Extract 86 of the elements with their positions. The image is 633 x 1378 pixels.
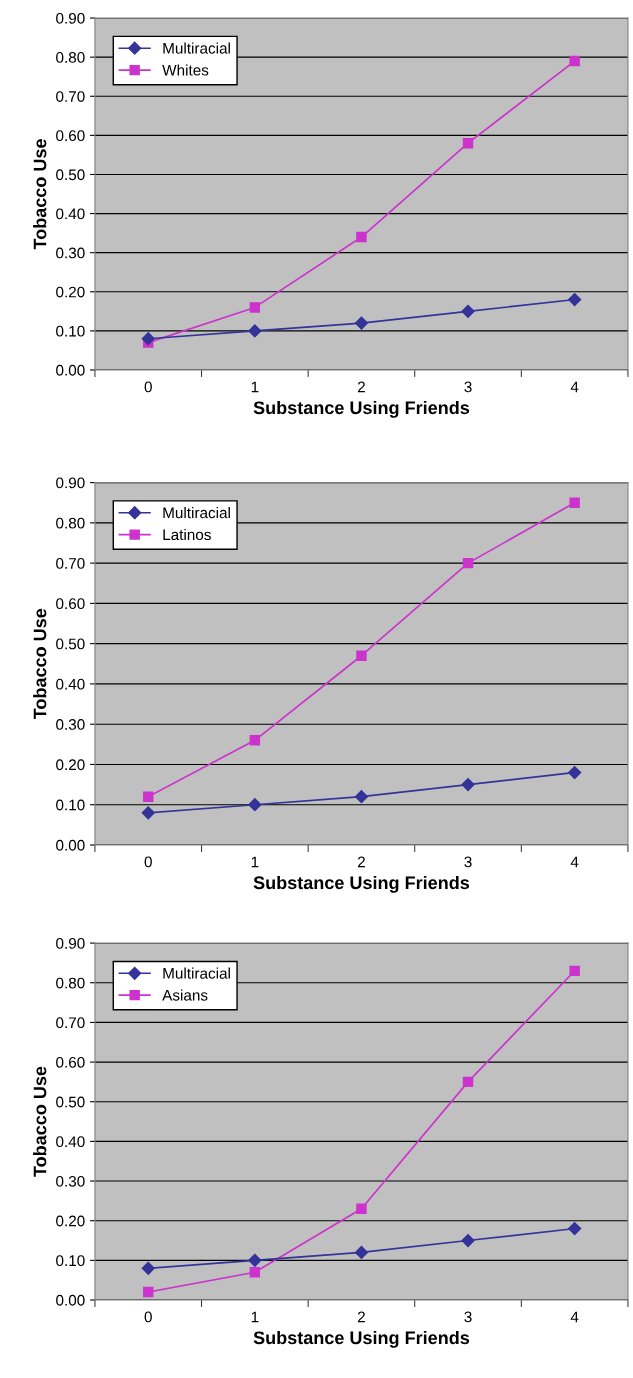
x-tick-label: 4 xyxy=(570,1311,579,1323)
x-tick-label: 0 xyxy=(144,381,152,393)
x-axis-title: Substance Using Friends xyxy=(253,875,470,893)
x-tick-label: 1 xyxy=(251,856,259,868)
x-tick-label: 0 xyxy=(144,856,152,868)
y-tick-label: 0.50 xyxy=(56,1096,85,1108)
point xyxy=(248,798,262,812)
point xyxy=(568,293,582,307)
x-tick-label: 3 xyxy=(464,856,472,868)
y-tick-label: 0.30 xyxy=(56,247,85,259)
point xyxy=(356,1203,367,1215)
point xyxy=(569,497,580,508)
y-tick-label: 0.70 xyxy=(56,91,85,102)
x-tick-label: 1 xyxy=(251,1311,259,1323)
x-tick-label: 1 xyxy=(251,381,259,393)
point xyxy=(461,304,475,318)
legend-label: Multiracial xyxy=(163,967,230,979)
legend-label: Whites xyxy=(162,64,209,76)
y-tick-label: 0.80 xyxy=(56,517,85,529)
y-tick-label: 0.00 xyxy=(56,364,85,376)
x-tick-label: 2 xyxy=(357,1311,365,1323)
point xyxy=(143,791,154,802)
y-tick-label: 0.30 xyxy=(56,1175,85,1187)
legend-label: Asians xyxy=(162,989,208,1001)
y-axis-title: Tobacco Use xyxy=(33,139,47,250)
y-tick-label: 0.50 xyxy=(56,638,85,650)
point xyxy=(568,765,582,780)
point xyxy=(461,777,475,792)
y-tick-label: 0.90 xyxy=(56,937,85,949)
y-tick-label: 0.90 xyxy=(56,12,85,24)
y-tick-label: 0.20 xyxy=(56,286,85,298)
point xyxy=(462,1076,474,1088)
x-axis-title: Substance Using Friends xyxy=(253,400,470,418)
y-tick-label: 0.60 xyxy=(56,598,85,610)
y-tick-label: 0.90 xyxy=(56,477,85,489)
x-axis-title: Substance Using Friends xyxy=(253,1330,470,1348)
point xyxy=(568,1222,582,1236)
legend-label: Latinos xyxy=(163,528,211,541)
y-tick-label: 0.10 xyxy=(56,799,85,811)
point xyxy=(141,1261,155,1275)
legend-label: Multiracial xyxy=(163,42,230,54)
point xyxy=(248,1253,262,1267)
y-tick-label: 0.20 xyxy=(56,759,85,771)
y-tick-label: 0.40 xyxy=(56,208,85,220)
y-tick-label: 0.20 xyxy=(56,1215,85,1227)
x-tick-label: 4 xyxy=(570,856,579,868)
point xyxy=(249,735,261,746)
x-tick-label: 3 xyxy=(464,1311,472,1323)
y-tick-label: 0.70 xyxy=(56,557,85,569)
y-tick-label: 0.00 xyxy=(56,839,85,851)
point xyxy=(354,1245,369,1260)
point xyxy=(569,55,580,67)
point xyxy=(569,965,580,977)
y-tick-label: 0.80 xyxy=(56,977,85,989)
point xyxy=(354,790,369,804)
x-tick-label: 2 xyxy=(357,381,365,393)
point xyxy=(356,650,367,661)
x-tick-label: 4 xyxy=(570,381,579,393)
y-tick-label: 0.30 xyxy=(56,719,85,730)
point xyxy=(356,231,367,243)
y-axis-title: Tobacco Use xyxy=(33,608,47,720)
y-tick-label: 0.60 xyxy=(56,1056,85,1068)
y-tick-label: 0.10 xyxy=(56,1255,85,1267)
y-tick-label: 0.60 xyxy=(56,130,85,142)
point xyxy=(141,332,155,346)
x-tick-label: 2 xyxy=(357,856,365,868)
point xyxy=(248,324,262,338)
point xyxy=(461,1233,475,1248)
y-axis-title: Tobacco Use xyxy=(33,1066,47,1177)
y-tick-label: 0.50 xyxy=(56,169,85,181)
y-tick-label: 0.40 xyxy=(56,678,85,690)
legend-label: Multiracial xyxy=(163,507,230,519)
point xyxy=(249,1267,261,1278)
point xyxy=(141,806,155,820)
y-tick-label: 0.00 xyxy=(56,1294,85,1306)
y-tick-label: 0.10 xyxy=(56,325,85,337)
point xyxy=(143,1286,154,1298)
x-tick-label: 3 xyxy=(464,381,472,393)
y-tick-label: 0.80 xyxy=(56,52,85,63)
x-tick-label: 0 xyxy=(144,1311,152,1323)
point xyxy=(249,302,261,313)
point xyxy=(462,137,474,149)
point xyxy=(462,557,474,569)
point xyxy=(354,316,369,330)
y-tick-label: 0.70 xyxy=(56,1017,85,1029)
y-tick-label: 0.40 xyxy=(56,1136,85,1148)
